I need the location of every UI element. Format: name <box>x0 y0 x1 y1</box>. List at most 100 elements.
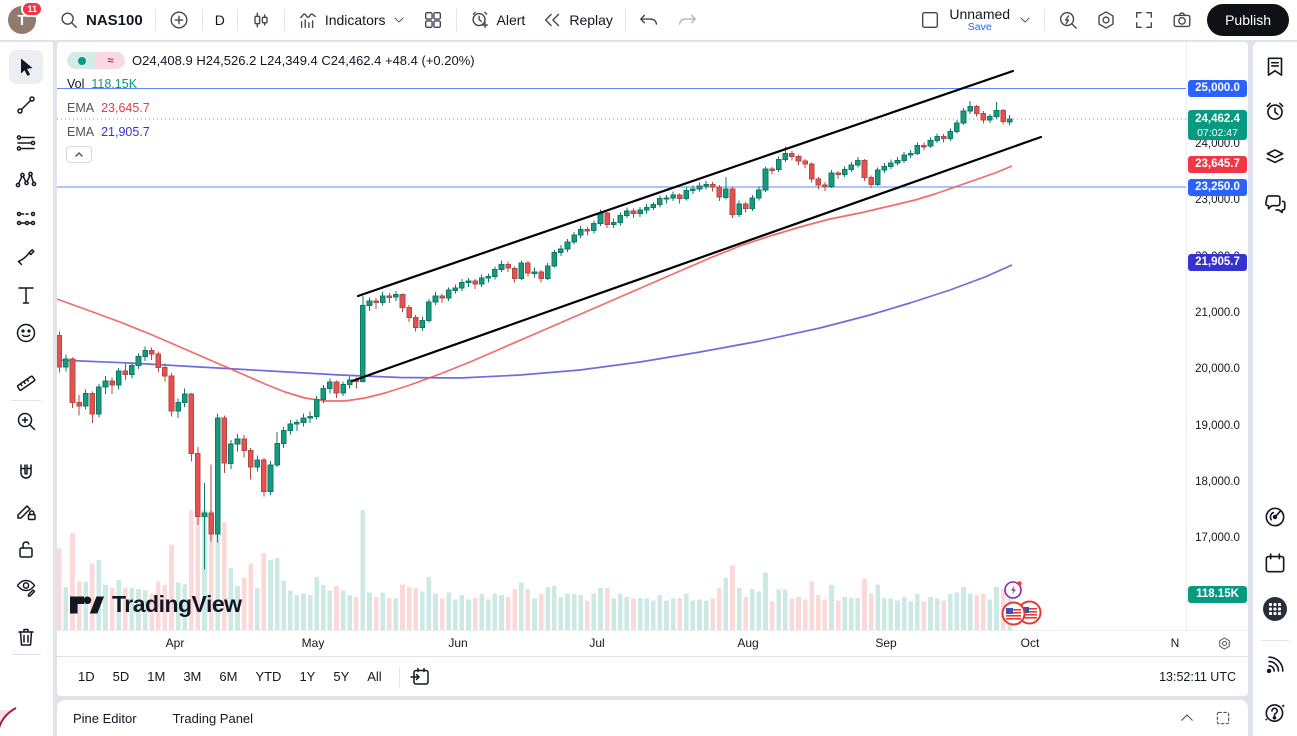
price-tick: 20,000.0 <box>1195 363 1240 376</box>
clock-utc[interactable]: 13:52:11 UTC <box>1159 669 1236 684</box>
month-label: Jun <box>448 636 468 650</box>
text-tool-icon <box>14 283 38 307</box>
legend-ema-slow-row[interactable]: EMA 21,905.7 <box>67 123 475 140</box>
chart-settings-button[interactable] <box>1087 4 1125 36</box>
layout-name-block[interactable]: Unnamed Save <box>949 5 1011 34</box>
alert-button[interactable]: Alert <box>461 4 534 36</box>
timeframe-6m[interactable]: 6M <box>210 664 246 689</box>
layout-menu-button[interactable] <box>1010 8 1040 32</box>
emoji-tool[interactable] <box>9 316 43 350</box>
legend-ohlc-row[interactable]: ≈ O24,408.9 H24,526.2 L24,349.4 C24,462.… <box>67 52 475 69</box>
chart-legend: ≈ O24,408.9 H24,526.2 L24,349.4 C24,462.… <box>67 52 475 147</box>
drawing-sync-tool[interactable] <box>9 494 43 528</box>
legend-collapse-button[interactable] <box>66 146 92 163</box>
top-toolbar: T 11 NAS100 D Indicators Alert <box>0 0 1297 40</box>
measure-ruler-icon <box>14 371 38 395</box>
line-tools-icon <box>14 131 38 155</box>
quick-search-button[interactable] <box>1049 4 1087 36</box>
redo-button[interactable] <box>668 4 706 36</box>
price-chart[interactable] <box>57 42 1186 630</box>
screener-radar-icon <box>1262 504 1288 530</box>
forecast-tool[interactable] <box>9 202 43 236</box>
time-axis[interactable]: Apr May Jun Jul Aug Sep Oct N <box>57 630 1248 656</box>
help-sparkle-icon <box>1262 699 1288 725</box>
timeframe-all[interactable]: All <box>358 664 390 689</box>
save-link[interactable]: Save <box>967 20 992 33</box>
indicators-label: Indicators <box>324 12 386 28</box>
go-to-date-icon[interactable] <box>408 665 432 689</box>
remove-drawings-tool[interactable] <box>9 620 43 654</box>
replay-button[interactable]: Replay <box>533 4 621 36</box>
ema-slow-label: EMA <box>67 124 95 139</box>
chat-button[interactable] <box>1262 191 1288 217</box>
timeframe-1d[interactable]: 1D <box>69 664 104 689</box>
user-avatar[interactable]: T 11 <box>8 1 43 34</box>
measure-ruler-tool[interactable] <box>9 366 43 400</box>
streams-button[interactable] <box>1262 652 1288 678</box>
sidebar-divider <box>1261 640 1289 641</box>
layout-select-button[interactable] <box>911 4 949 36</box>
ema-fast-label: EMA <box>67 100 95 115</box>
publish-button[interactable]: Publish <box>1207 4 1289 36</box>
watchlist-button[interactable] <box>1262 54 1288 80</box>
lock-drawings-tool[interactable] <box>9 532 43 566</box>
interval-button[interactable]: D <box>207 7 233 33</box>
price-tick: 24,000.0 <box>1195 137 1240 150</box>
chart-type-button[interactable] <box>242 4 280 36</box>
delayed-data-icon: ≈ <box>96 52 125 69</box>
timeframe-1y[interactable]: 1Y <box>290 664 324 689</box>
cursor-icon <box>14 55 38 79</box>
economic-event-flag-icon[interactable] <box>1001 601 1026 630</box>
legend-volume-row[interactable]: Vol 118.15K <box>67 75 475 92</box>
trend-line-tool[interactable] <box>9 88 43 122</box>
pattern-xabcd-tool[interactable] <box>9 164 43 198</box>
snapshot-button[interactable] <box>1163 4 1201 36</box>
help-sparkle-button[interactable] <box>1262 699 1288 725</box>
camera-icon <box>1171 9 1193 31</box>
alerts-clock-icon <box>1262 98 1288 124</box>
timeframe-3m[interactable]: 3M <box>174 664 210 689</box>
fullscreen-button[interactable] <box>1125 4 1163 36</box>
symbol-search-button[interactable]: NAS100 <box>50 4 151 36</box>
indicators-button[interactable]: Indicators <box>289 4 414 36</box>
indicator-templates-button[interactable] <box>414 4 452 36</box>
month-label: Sep <box>875 636 897 650</box>
chat-icon <box>1262 191 1288 217</box>
remove-drawings-icon <box>14 625 38 649</box>
object-tree-button[interactable] <box>1262 144 1288 170</box>
price-axis[interactable]: 24,000.023,000.022,000.021,000.020,000.0… <box>1186 42 1248 630</box>
undo-button[interactable] <box>630 4 668 36</box>
tab-trading-panel[interactable]: Trading Panel <box>172 710 254 726</box>
brush-tool[interactable] <box>9 240 43 274</box>
timeframe-5y[interactable]: 5Y <box>324 664 358 689</box>
line-tools-tool[interactable] <box>9 126 43 160</box>
month-label: Oct <box>1020 636 1040 650</box>
tab-pine-editor[interactable]: Pine Editor <box>73 710 137 726</box>
hide-drawings-tool[interactable] <box>9 570 43 604</box>
axis-settings-gear-icon[interactable] <box>1217 636 1232 651</box>
month-label: Aug <box>737 636 759 650</box>
chart-pane[interactable]: TradingView ≈ O24,408.9 H24,526.2 L24,34… <box>57 42 1186 630</box>
layout-title: Unnamed <box>949 5 1011 22</box>
panel-expand-icon[interactable] <box>1178 709 1196 727</box>
magnet-tool[interactable] <box>9 456 43 490</box>
timeframe-ytd[interactable]: YTD <box>246 664 290 689</box>
calendar-button[interactable] <box>1262 550 1288 576</box>
month-label: May <box>301 636 325 650</box>
apps-grid-button[interactable] <box>1262 596 1288 622</box>
magnet-icon <box>14 461 38 485</box>
panel-restore-icon[interactable] <box>1214 709 1232 727</box>
timeframe-1m[interactable]: 1M <box>138 664 174 689</box>
compare-add-symbol-button[interactable] <box>160 4 198 36</box>
market-status-pill: ≈ <box>67 52 125 69</box>
boost-event-icon[interactable] <box>1003 579 1024 605</box>
alerts-clock-button[interactable] <box>1262 98 1288 124</box>
text-tool-tool[interactable] <box>9 278 43 312</box>
timeframe-5d[interactable]: 5D <box>104 664 139 689</box>
replay-label: Replay <box>569 12 613 28</box>
legend-ema-fast-row[interactable]: EMA 23,645.7 <box>67 99 475 116</box>
screener-radar-button[interactable] <box>1262 504 1288 530</box>
zoom-in-tool[interactable] <box>9 404 43 438</box>
cursor-tool[interactable] <box>9 50 43 84</box>
